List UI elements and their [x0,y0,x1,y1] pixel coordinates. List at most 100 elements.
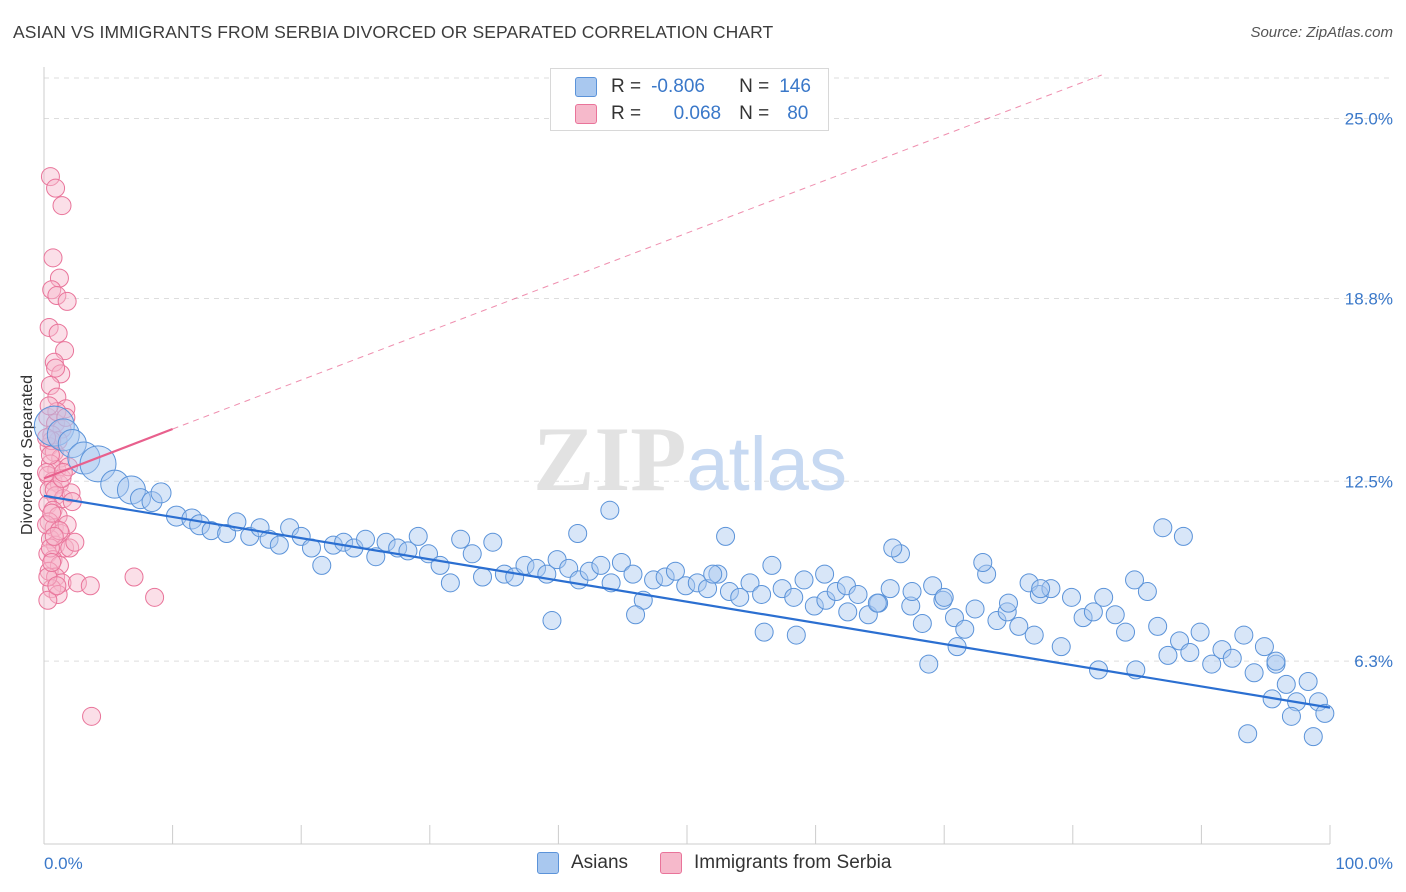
serbia-point [40,538,60,558]
serbia-point [124,567,144,587]
asian-point [1281,706,1301,726]
asian-point [703,564,723,584]
asian-point [451,529,471,549]
asian-point [1137,582,1157,602]
serbia-point [46,178,66,198]
asian-point [977,564,997,584]
legend-n-label: N = [739,76,770,97]
asian-point [46,418,80,452]
y-tick-label: 18.8% [1345,289,1393,308]
legend-item-serbia: Immigrants from Serbia [660,852,891,874]
legend-n-value: 146 [779,76,811,97]
asian-point [655,567,675,587]
legend-swatch-blue [575,77,597,97]
serbia-point [38,590,58,610]
serbia-point [60,538,80,558]
asian-point [356,529,375,549]
serbia-point [57,291,77,311]
legend-r-label: R = [611,76,642,97]
asian-point [623,564,643,584]
asian-point [965,599,985,619]
y-tick-label: 6.3% [1354,652,1393,671]
asian-point [1266,651,1286,671]
asian-point [1094,587,1114,607]
serbia-point [40,167,60,187]
asian-point [826,582,846,602]
asian-point [1158,645,1178,665]
serbia-point [39,317,59,337]
asian-point [1041,579,1061,599]
asian-point [440,573,460,593]
asian-point [1083,602,1103,622]
asian-point [890,544,910,564]
serbia-point [47,576,67,596]
asian-point [716,526,736,546]
asian-point [1234,625,1254,645]
asian-point [804,596,824,616]
asian-point [784,587,804,607]
asian-point [1051,637,1071,657]
correlation-legend: R = -0.806 N = 146 R = 0.068 N = 80 [550,68,829,131]
legend-swatch-asians [537,852,559,874]
asian-point [883,538,903,558]
asian-point [838,602,858,622]
serbia-point [44,352,64,372]
serbia-point [37,515,57,535]
x-tick-labels: 0.0% 100.0% [44,854,1393,873]
serbia-trend-line [43,428,173,480]
asian-point [141,491,163,513]
legend-n-label: N = [739,103,770,124]
asian-point [611,553,631,573]
asian-point [201,521,221,541]
y-tick-labels: 6.3% 12.5% 18.8% 25.0% [1345,110,1393,672]
serbia-point [57,515,77,535]
asian-point [676,576,696,596]
asian-point [687,573,707,593]
asian-point [934,587,954,607]
asian-point [1153,518,1173,538]
asian-point [1125,570,1145,590]
asian-point [462,544,482,564]
axes [43,67,1331,845]
asian-point [794,570,814,590]
serbia-trend-extension [172,74,1102,430]
asian-point [1173,526,1193,546]
watermark-zip: ZIP [533,408,686,510]
asian-point [754,622,774,642]
asian-point [923,576,943,596]
serbia-point [49,521,69,541]
asian-point [912,613,932,633]
asian-point [1024,625,1044,645]
asian-trend-line [43,494,1331,709]
serbia-point [52,573,72,593]
y-tick-label: 25.0% [1345,110,1393,129]
asian-point [600,500,620,520]
asian-point [1298,671,1318,691]
asian-point [1202,654,1222,674]
serbia-point [67,573,87,593]
serbia-point [42,280,62,300]
legend-row-serbia: R = 0.068 N = 80 [575,102,808,126]
asian-point [1254,637,1274,657]
asian-point [100,469,130,499]
asian-point [626,605,646,625]
asian-point [698,579,718,599]
legend-label-asians: Asians [571,852,629,873]
asian-point [815,564,835,584]
asian-point [1062,587,1082,607]
asian-point [786,625,806,645]
asian-point [1009,616,1029,636]
asian-point [644,570,664,590]
serbia-point [47,286,67,306]
asian-point [1190,622,1210,642]
asian-point [1148,616,1168,636]
asian-point [1180,642,1200,662]
asian-point [752,584,772,604]
asian-point [1244,663,1264,683]
serbia-point [39,396,59,416]
asian-point [1073,608,1093,628]
legend-swatch-serbia [660,852,682,874]
asian-point [867,593,887,613]
asian-point [591,555,611,575]
